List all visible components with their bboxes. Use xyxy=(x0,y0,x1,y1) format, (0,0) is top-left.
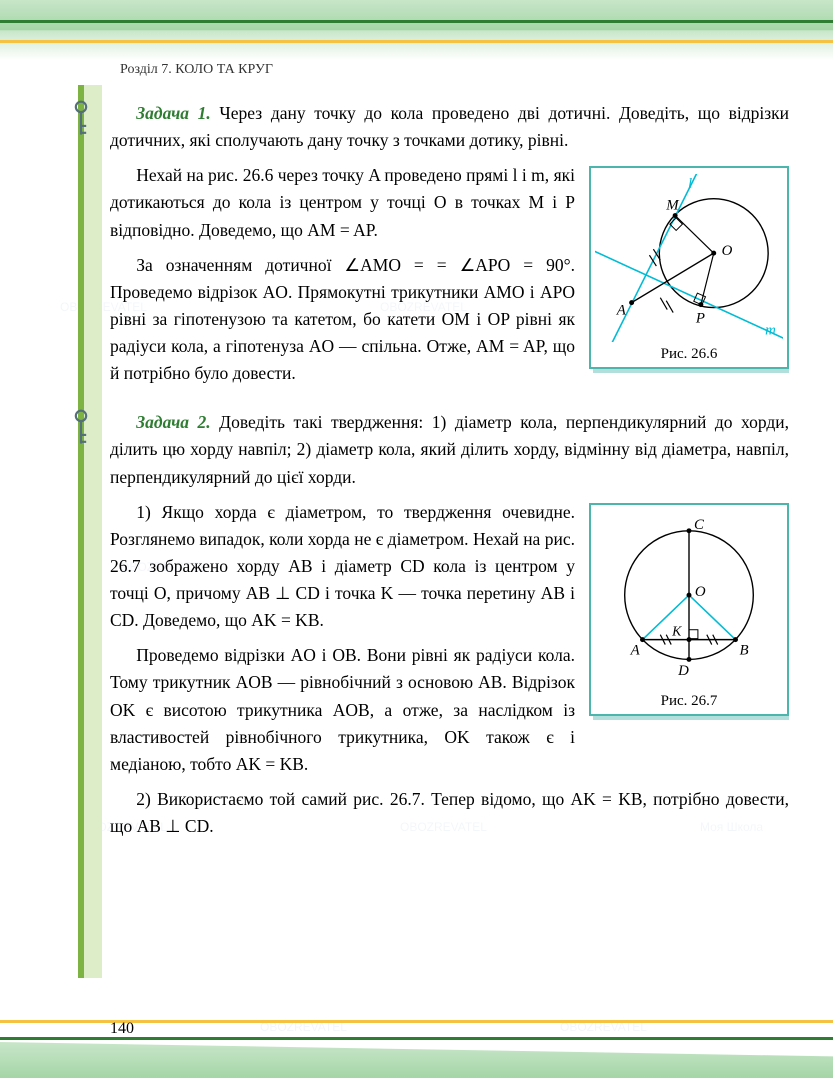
header-decorative-band xyxy=(0,0,833,60)
fig2-label-C: C xyxy=(694,516,705,532)
task1-statement-text: Через дану точку до кола проведено дві д… xyxy=(110,103,789,150)
fig1-label-O: O xyxy=(722,243,733,259)
figure-26-7: O C D A B K Рис. 26.7 xyxy=(589,503,789,716)
header-rule-green xyxy=(0,20,833,23)
key-icon xyxy=(70,409,92,447)
figure-26-6: O M A P l m Рис. 26.6 xyxy=(589,166,789,369)
figure-26-7-caption: Рис. 26.7 xyxy=(595,689,783,712)
task1-statement: Задача 1. Через дану точку до кола прове… xyxy=(110,100,789,154)
figure-26-6-caption: Рис. 26.6 xyxy=(595,342,783,365)
footer-decorative-band xyxy=(0,998,833,1078)
header-rule-yellow xyxy=(0,40,833,43)
task1-label: Задача 1. xyxy=(136,103,211,123)
fig2-label-A: A xyxy=(630,642,641,658)
fig2-label-O: O xyxy=(695,584,706,600)
left-margin-shade xyxy=(84,85,102,978)
fig1-label-m: m xyxy=(765,323,776,339)
footer-fill xyxy=(0,1042,833,1078)
task2-proof-p3: 2) Використаємо той самий рис. 26.7. Теп… xyxy=(110,786,789,840)
fig1-label-l: l xyxy=(688,176,692,192)
task2-statement: Задача 2. Доведіть такі твердження: 1) д… xyxy=(110,409,789,490)
page-number: 140 xyxy=(110,1020,134,1038)
fig2-label-B: B xyxy=(739,642,748,658)
figure-26-6-svg: O M A P l m xyxy=(595,174,783,342)
page-content: Задача 1. Через дану точку до кола прове… xyxy=(110,100,789,848)
fig2-label-D: D xyxy=(677,663,689,679)
task2-label: Задача 2. xyxy=(136,412,210,432)
key-icon xyxy=(70,100,92,138)
fig1-label-A: A xyxy=(616,303,627,319)
fig1-label-P: P xyxy=(695,311,705,327)
figure-26-7-svg: O C D A B K xyxy=(595,511,783,689)
task2-statement-text: Доведіть такі твердження: 1) діаметр кол… xyxy=(110,412,789,486)
fig1-label-M: M xyxy=(665,198,680,214)
section-header: Розділ 7. КОЛО ТА КРУГ xyxy=(120,62,273,78)
fig2-label-K: K xyxy=(671,623,682,638)
